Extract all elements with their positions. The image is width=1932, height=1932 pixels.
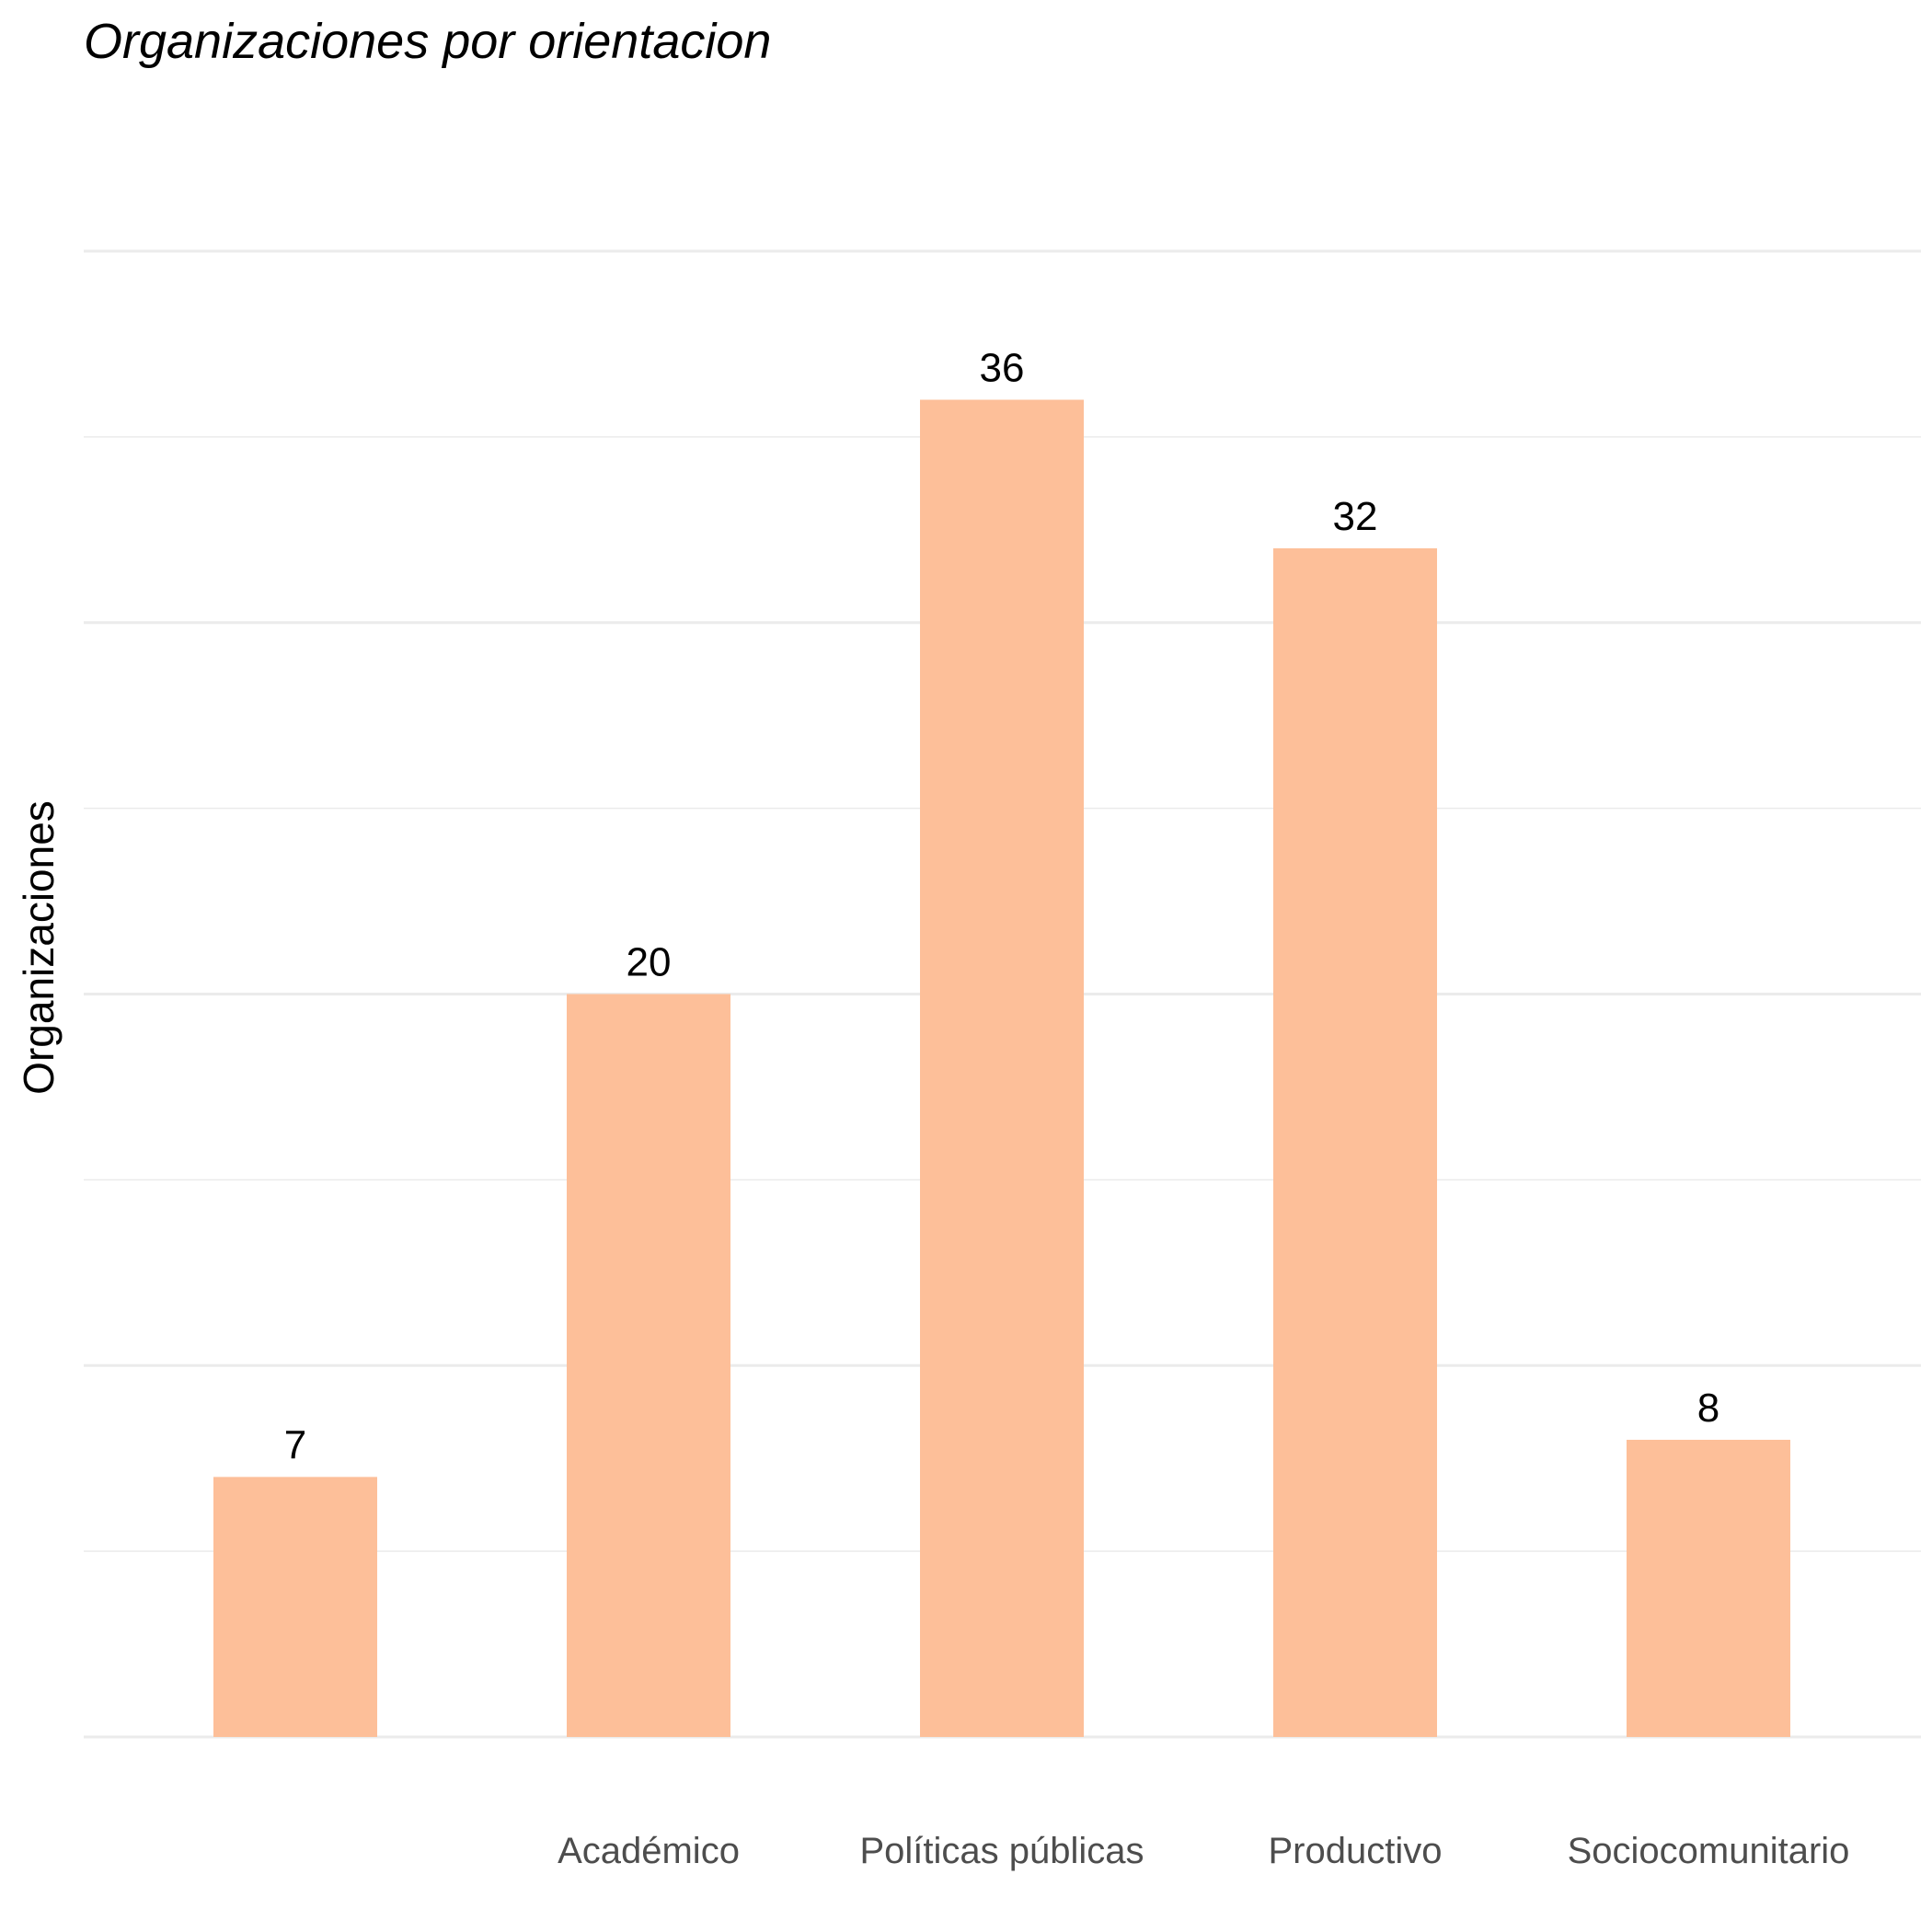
chart-title: Organizaciones por orientacion	[84, 14, 772, 69]
x-tick-labels: Académico Políticas públicas Productivo Soc…	[558, 1831, 1849, 1871]
bars	[213, 399, 1790, 1737]
bar	[213, 1477, 377, 1737]
bar-value-label: 20	[627, 940, 672, 985]
bar	[1273, 548, 1437, 1737]
bar	[920, 399, 1084, 1737]
bar-value-label: 32	[1333, 494, 1378, 539]
bar	[567, 994, 730, 1737]
x-tick-label: Académico	[558, 1831, 740, 1871]
x-tick-label: Productivo	[1269, 1831, 1443, 1871]
data-labels: 7 20 36 32 8	[284, 346, 1719, 1468]
bar-value-label: 36	[980, 346, 1025, 391]
bar	[1627, 1440, 1790, 1737]
x-tick-label: Políticas públicas	[859, 1831, 1144, 1871]
x-tick-label: Sociocomunitario	[1568, 1831, 1850, 1871]
bar-value-label: 7	[284, 1422, 306, 1467]
bar-value-label: 8	[1697, 1386, 1719, 1431]
